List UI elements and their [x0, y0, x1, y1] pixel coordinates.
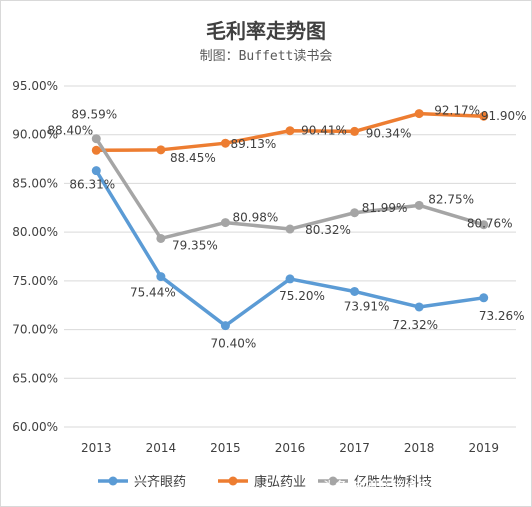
- data-point: [285, 224, 295, 234]
- data-point: [479, 111, 489, 121]
- data-point: [156, 272, 166, 282]
- data-point: [479, 293, 489, 303]
- data-label: 80.76%: [467, 217, 513, 231]
- x-tick-label: 2018: [404, 441, 435, 455]
- legend-item: 亿胜生物科技: [318, 475, 432, 490]
- data-point: [91, 134, 101, 144]
- data-label: 91.90%: [481, 109, 527, 123]
- data-point: [350, 208, 360, 218]
- data-point: [285, 274, 295, 284]
- data-label: 73.91%: [344, 299, 390, 313]
- data-label: 90.34%: [366, 126, 412, 140]
- watermark: 头条 @巴菲特读书会周立秋: [322, 479, 482, 495]
- legend: 兴齐眼药 康弘药业 亿胜生物科技: [98, 474, 432, 490]
- data-label: 81.99%: [362, 201, 408, 215]
- data-point: [156, 233, 166, 243]
- series-2: 88.40% 88.45% 89.13% 90.41% 90.34% 92.17% 91.9…: [47, 104, 526, 165]
- data-point: [220, 321, 230, 331]
- data-label: 88.40%: [47, 123, 93, 137]
- data-point: [285, 126, 295, 136]
- data-point: [220, 138, 230, 148]
- data-label: 90.41%: [301, 124, 347, 138]
- x-tick-label: 2015: [210, 441, 241, 455]
- data-label: 79.35%: [172, 238, 218, 252]
- data-label: 80.98%: [233, 211, 279, 225]
- data-label: 92.17%: [434, 104, 480, 118]
- data-label: 89.13%: [231, 137, 277, 151]
- legend-item: 康弘药业: [218, 474, 306, 490]
- y-tick-label: 60.00%: [12, 420, 58, 434]
- chart-subtitle: 制图：Buffett读书会: [200, 49, 333, 64]
- data-point: [414, 200, 424, 210]
- x-tick-label: 2019: [468, 441, 499, 455]
- legend-marker: [228, 476, 238, 486]
- x-tick-label: 2014: [146, 441, 177, 455]
- legend-label: 兴齐眼药: [134, 474, 186, 490]
- legend-marker: [328, 476, 338, 486]
- data-point: [414, 302, 424, 312]
- data-point: [350, 286, 360, 296]
- x-tick-label: 2017: [339, 441, 370, 455]
- data-label: 75.20%: [279, 289, 325, 303]
- data-point: [350, 126, 360, 136]
- series-1: 86.31% 75.44% 70.40% 75.20% 73.91%72.32% 73.2…: [69, 166, 525, 351]
- data-point: [220, 218, 230, 228]
- chart-title: 毛利率走势图: [206, 19, 326, 43]
- data-label: 88.45%: [170, 151, 216, 165]
- data-point: [91, 145, 101, 155]
- legend-label: 康弘药业: [254, 474, 306, 490]
- y-tick-label: 65.00%: [12, 371, 58, 385]
- data-point: [156, 145, 166, 155]
- y-tick-label: 85.00%: [12, 176, 58, 190]
- series-3: 89.59% 79.35% 80.98% 80.32% 81.99% 82.75% 80.7…: [71, 108, 512, 253]
- y-tick-label: 75.00%: [12, 274, 58, 288]
- x-axis: 2013 2014 2015 2016 2017 2018 2019: [81, 441, 499, 455]
- x-tick-label: 2013: [81, 441, 112, 455]
- y-tick-label: 70.00%: [12, 323, 58, 337]
- data-point: [479, 220, 489, 230]
- data-label: 82.75%: [428, 192, 474, 206]
- data-label: 72.32%: [392, 318, 438, 332]
- y-tick-label: 80.00%: [12, 225, 58, 239]
- data-point: [414, 109, 424, 119]
- legend-item: 兴齐眼药: [98, 474, 186, 490]
- legend-label: 亿胜生物科技: [354, 475, 432, 490]
- data-point: [91, 166, 101, 176]
- x-tick-label: 2016: [275, 441, 306, 455]
- data-label: 89.59%: [71, 108, 117, 122]
- data-label: 75.44%: [130, 286, 176, 300]
- legend-marker: [108, 476, 118, 486]
- data-label: 86.31%: [69, 178, 115, 192]
- y-axis: 60.00% 65.00% 70.00% 75.00% 80.00% 85.00% 90.0…: [12, 79, 58, 434]
- y-tick-label: 90.00%: [12, 128, 58, 142]
- series-group: 86.31% 75.44% 70.40% 75.20% 73.91%72.32% 73.2…: [47, 104, 526, 351]
- y-tick-label: 95.00%: [12, 79, 58, 93]
- data-label: 80.32%: [305, 223, 351, 237]
- data-label: 70.40%: [211, 337, 257, 351]
- data-label: 73.26%: [479, 309, 525, 323]
